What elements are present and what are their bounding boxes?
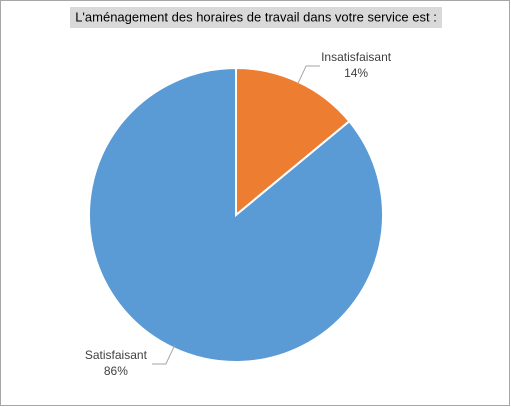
title-background	[70, 7, 442, 28]
chart-title: L'aménagement des horaires de travail da…	[75, 9, 437, 24]
slice-value-label: 14%	[344, 66, 368, 80]
slice-label: Insatisfaisant	[321, 50, 392, 64]
leader-line	[296, 65, 321, 85]
slice-value-label: 86%	[104, 364, 128, 378]
leader-line	[151, 345, 176, 365]
slice-label: Satisfaisant	[85, 348, 148, 362]
